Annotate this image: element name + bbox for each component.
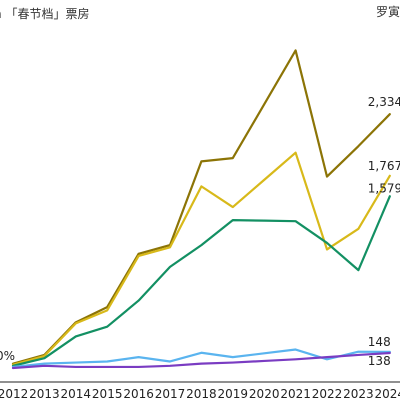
x-tick-label: 2020 [249,387,280,400]
series-line-3 [11,348,391,369]
x-tick-label: 2023 [343,387,374,400]
x-tick-label: 2018 [186,387,217,400]
series-line-4 [11,351,391,370]
data-label-4: 138 [368,354,391,368]
x-tick-label: 2015 [92,387,123,400]
data-label-2: 1,579 [368,181,400,195]
series-line-2 [11,195,391,367]
chart-watermark: 罗寅 [376,4,400,19]
series-layer [11,49,391,370]
chart-title-text: 「春节档」票房 [5,6,89,21]
start-label: 0% [0,349,15,363]
data-label-3: 148 [368,335,391,349]
x-tick-label: 2022 [312,387,343,400]
x-tick-label: 2021 [280,387,311,400]
data-label-layer: 2,334 1,767 1,579 148 138 [368,95,400,368]
chart-title-prefix: n [0,7,2,21]
series-line-1 [11,151,391,366]
x-tick-label: 2017 [155,387,186,400]
x-tick-label: 2014 [61,387,92,400]
x-tick-label: 2013 [29,387,60,400]
x-tick-label: 2016 [123,387,154,400]
data-label-1: 1,767 [368,159,400,173]
x-tick-label: 2019 [218,387,249,400]
x-tick-layer: 2012 2013 2014 2015 2016 2017 2018 2019 2020 2021… [0,387,400,400]
data-label-0: 2,334 [368,95,400,109]
x-tick-label: 2012 [0,387,28,400]
chart-title: n 「春节档」票房 [0,6,89,21]
series-line-0 [11,49,391,365]
x-tick-label: 2024 [375,387,400,400]
